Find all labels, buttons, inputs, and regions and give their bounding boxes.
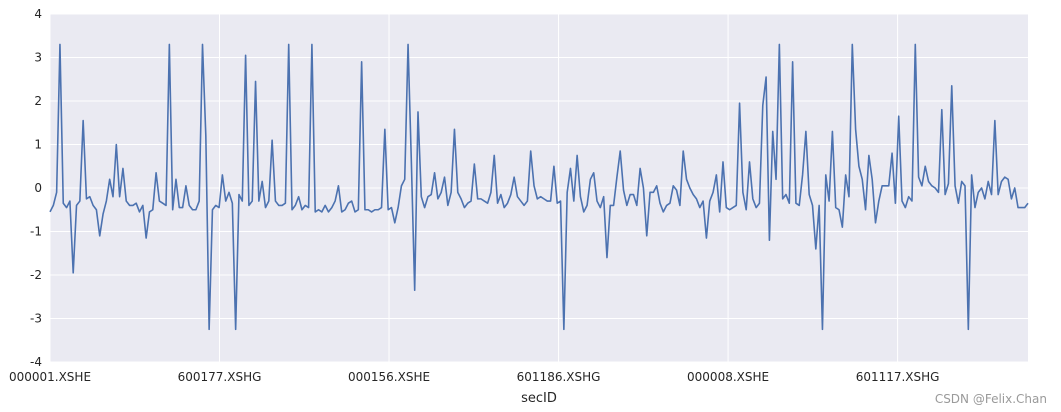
x-tick-label: 000156.XSHE xyxy=(348,370,430,384)
y-tick-label: 1 xyxy=(34,138,42,152)
y-tick-label: 4 xyxy=(34,7,42,21)
series-line xyxy=(49,43,1029,331)
y-tick-label: -1 xyxy=(30,225,42,239)
y-tick-label: 0 xyxy=(34,181,42,195)
y-tick-label: -3 xyxy=(30,312,42,326)
x-tick-label: 000001.XSHE xyxy=(9,370,91,384)
watermark: CSDN @Felix.Chan xyxy=(934,392,1047,406)
y-tick-labels: -4 -3 -2 -1 0 1 2 3 4 xyxy=(30,7,42,369)
x-tick-labels: 000001.XSHE 600177.XSHG 000156.XSHE 601186.… xyxy=(9,370,940,384)
x-tick-label: 601117.XSHG xyxy=(856,370,940,384)
y-tick-label: 2 xyxy=(34,94,42,108)
x-tick-label: 600177.XSHG xyxy=(178,370,262,384)
y-tick-label: -2 xyxy=(30,268,42,282)
data-points xyxy=(49,44,1029,330)
x-tick-label: 000008.XSHE xyxy=(687,370,769,384)
x-tick-label: 601186.XSHG xyxy=(517,370,601,384)
y-tick-label: -4 xyxy=(30,355,42,369)
grid-lines xyxy=(49,13,1028,363)
y-tick-label: 3 xyxy=(34,51,42,65)
x-axis-label: secID xyxy=(521,391,557,406)
